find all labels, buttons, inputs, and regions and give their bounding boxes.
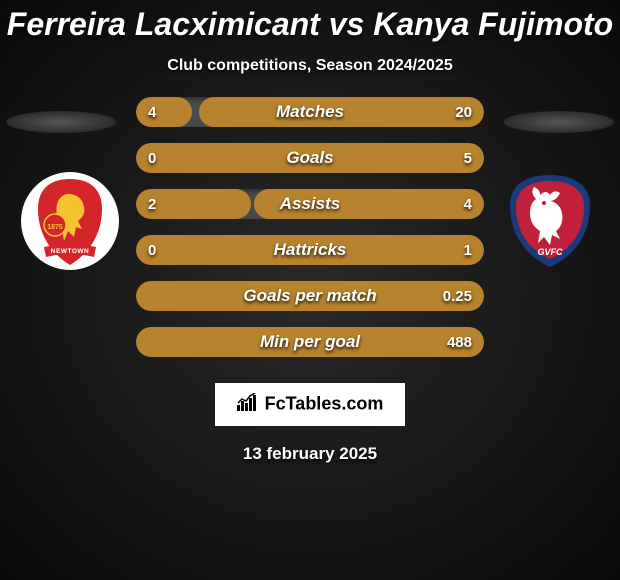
- stat-value-right: 0.25: [431, 281, 484, 311]
- footer: FcTables.com 13 february 2025: [0, 377, 620, 464]
- stat-value-left: 4: [136, 97, 168, 127]
- stat-track: [136, 235, 484, 265]
- player-shadow-right: [504, 111, 614, 133]
- stat-track: [136, 143, 484, 173]
- stat-fill-right: [199, 97, 484, 127]
- stat-bars: 420Matches05Goals24Assists01Hattricks0.2…: [136, 97, 484, 373]
- stat-track: [136, 189, 484, 219]
- svg-text:1875: 1875: [47, 224, 63, 231]
- page-title: Ferreira Lacximicant vs Kanya Fujimoto: [0, 0, 620, 43]
- stat-value-right: 1: [452, 235, 484, 265]
- subtitle: Club competitions, Season 2024/2025: [0, 57, 620, 75]
- stat-track: [136, 97, 484, 127]
- date-text: 13 february 2025: [0, 444, 620, 464]
- stat-row-goals-per-match: 0.25Goals per match: [136, 281, 484, 311]
- stat-row-goals: 05Goals: [136, 143, 484, 173]
- player-shadow-left: [6, 111, 116, 133]
- stat-value-right: 488: [435, 327, 484, 357]
- stat-value-right: 4: [452, 189, 484, 219]
- stat-value-right: 5: [452, 143, 484, 173]
- club-logo-left: 1875 NEWTOWN: [20, 171, 120, 271]
- stat-fill-right: [136, 235, 484, 265]
- stat-track: [136, 327, 484, 357]
- stat-value-left: [136, 327, 160, 357]
- stat-row-matches: 420Matches: [136, 97, 484, 127]
- stat-value-right: 20: [443, 97, 484, 127]
- stat-value-left: 0: [136, 235, 168, 265]
- stat-fill-right: [136, 327, 484, 357]
- brand-badge: FcTables.com: [215, 383, 406, 426]
- stat-value-left: 0: [136, 143, 168, 173]
- stat-row-hattricks: 01Hattricks: [136, 235, 484, 265]
- club-logo-right: GVFC: [500, 171, 600, 271]
- club-crest-left: 1875 NEWTOWN: [20, 171, 120, 271]
- stat-row-assists: 24Assists: [136, 189, 484, 219]
- stats-arena: 1875 NEWTOWN GVFC 420Matches05Goals24Ass…: [0, 97, 620, 377]
- brand-text: FcTables.com: [265, 393, 384, 413]
- stat-fill-right: [254, 189, 484, 219]
- club-crest-right: GVFC: [500, 171, 600, 271]
- svg-text:GVFC: GVFC: [537, 247, 563, 257]
- stat-value-left: [136, 281, 160, 311]
- stat-row-min-per-goal: 488Min per goal: [136, 327, 484, 357]
- brand-chart-icon: [237, 393, 259, 416]
- stat-fill-right: [136, 143, 484, 173]
- stat-value-left: 2: [136, 189, 168, 219]
- svg-text:NEWTOWN: NEWTOWN: [51, 248, 89, 255]
